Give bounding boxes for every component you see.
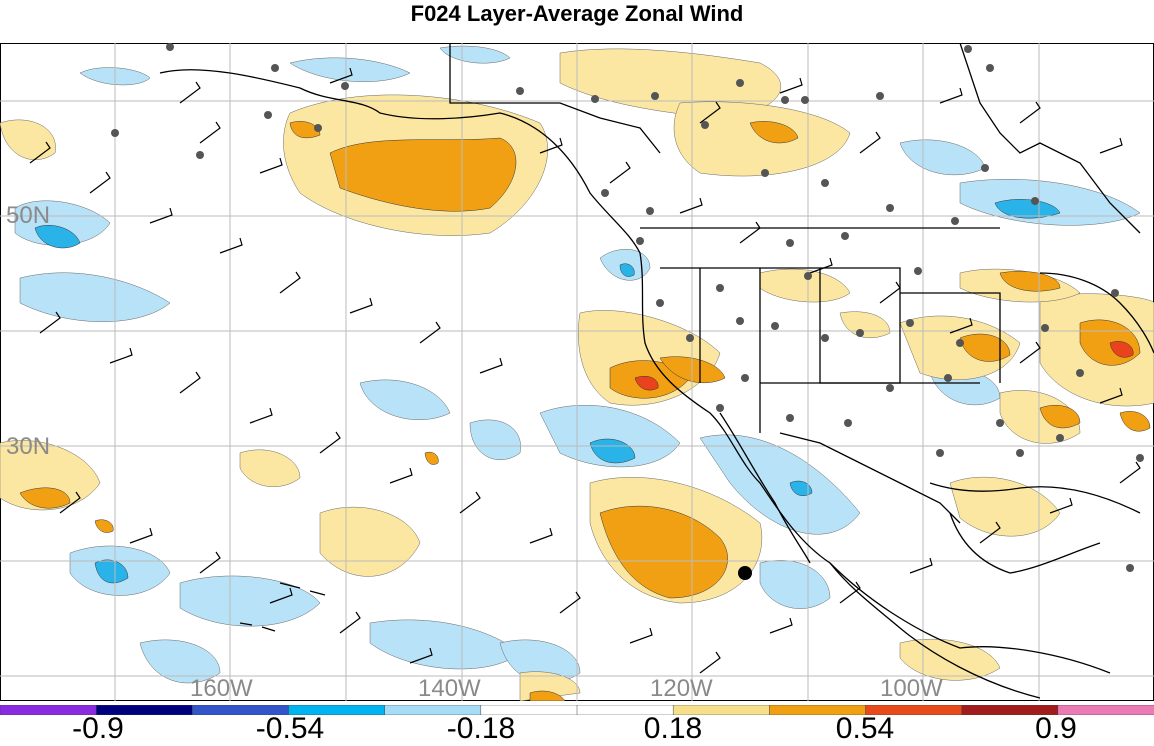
lon-label-140w: 140W	[418, 675, 481, 702]
colorbar-label-neg-0-18: -0.18	[446, 712, 516, 745]
coastlines-and-borders	[159, 43, 1154, 699]
lat-label-30n: 30N	[6, 433, 51, 460]
colorbar-segment	[1057, 705, 1154, 715]
chart-title: F024 Layer-Average Zonal Wind	[410, 1, 744, 26]
lon-label-100w: 100W	[880, 675, 943, 702]
map-plot	[0, 43, 1154, 701]
station-markers	[111, 43, 1144, 572]
strong-positive-cores	[19, 121, 1151, 701]
colorbar-label-0-9: 0.9	[1035, 712, 1077, 745]
strong-negative-cores	[34, 199, 1061, 584]
very-strong-positive-cores	[634, 341, 1134, 391]
colorbar-label-neg-0-9: -0.9	[72, 712, 124, 745]
lon-label-160w: 160W	[190, 675, 253, 702]
highlight-station-marker	[738, 566, 752, 580]
colorbar-label-0-54: 0.54	[835, 712, 895, 745]
lon-label-120w: 120W	[650, 675, 713, 702]
colorbar	[0, 705, 1154, 715]
colorbar-label-neg-0-54: -0.54	[255, 712, 325, 745]
lat-lon-grid	[0, 43, 1154, 701]
wind-barbs	[29, 67, 1141, 674]
colorbar-label-0-18: 0.18	[643, 712, 703, 745]
lat-label-50n: 50N	[6, 202, 51, 229]
